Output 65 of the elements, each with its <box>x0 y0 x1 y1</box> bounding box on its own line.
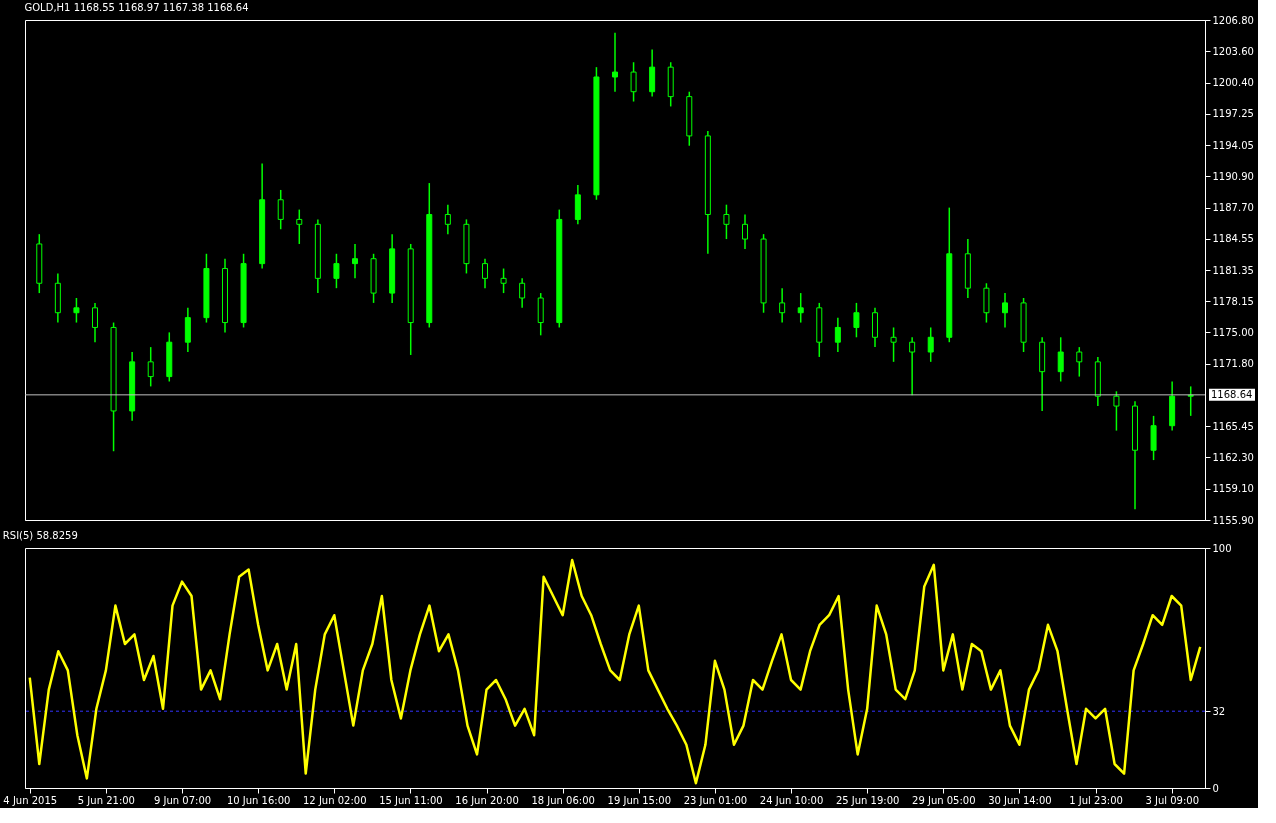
chart-title: GOLD,H1 1168.55 1168.97 1167.38 1168.64 <box>24 2 249 13</box>
candlestick <box>927 326 934 363</box>
candlestick <box>890 326 897 363</box>
y-tick-label: 32 <box>1212 705 1226 717</box>
candlestick <box>779 287 786 324</box>
candlestick <box>723 203 730 240</box>
candlestick <box>797 292 804 324</box>
candlestick <box>853 302 860 339</box>
x-tick-label: 24 Jun 10:00 <box>759 794 824 806</box>
candlestick <box>92 302 98 343</box>
candlestick <box>1002 292 1008 329</box>
candlestick <box>1057 336 1064 383</box>
chart-title: RSI(5) 58.8259 <box>2 530 78 541</box>
y-tick-label: 1187.70 <box>1212 202 1254 214</box>
candlestick <box>333 253 340 289</box>
candlestick <box>444 203 451 235</box>
candlestick <box>482 257 488 289</box>
y-tick-label: 1165.45 <box>1212 420 1254 432</box>
candlestick <box>909 336 916 396</box>
candlestick <box>500 267 507 294</box>
x-tick-label: 3 Jul 09:00 <box>1145 794 1199 806</box>
x-tick-label: 9 Jun 07:00 <box>153 794 212 806</box>
y-tick-label: 1206.80 <box>1212 14 1254 26</box>
y-tick-label: 1159.10 <box>1212 483 1254 495</box>
x-tick-label: 1 Jul 23:00 <box>1069 794 1123 806</box>
y-tick-label: 1184.55 <box>1212 233 1254 245</box>
candlestick <box>1076 346 1083 378</box>
x-tick-label: 25 Jun 19:00 <box>835 794 900 806</box>
x-tick-label: 18 Jun 06:00 <box>531 794 595 806</box>
x-tick-label: 19 Jun 15:00 <box>607 794 672 806</box>
candlestick <box>742 213 748 250</box>
y-tick-label: 1194.05 <box>1212 139 1254 151</box>
y-tick-label: 0 <box>1212 782 1219 794</box>
line-series <box>28 558 1202 785</box>
x-tick-label: 15 Jun 11:00 <box>379 794 443 806</box>
x-tick-label: 16 Jun 20:00 <box>455 794 519 806</box>
y-tick-label: 100 <box>1212 542 1232 554</box>
x-tick-label: 23 Jun 01:00 <box>683 794 748 806</box>
y-tick-label: 1171.80 <box>1212 358 1254 370</box>
x-tick-label: 30 Jun 14:00 <box>988 794 1052 806</box>
y-tick-label: 1190.90 <box>1212 170 1254 182</box>
candlestick <box>630 61 637 103</box>
candlestick <box>277 189 284 230</box>
candlestick <box>352 243 358 280</box>
candlestick <box>296 208 303 245</box>
candlestick <box>1113 390 1120 432</box>
y-tick-label: 1155.90 <box>1212 514 1254 526</box>
candlestick <box>73 297 80 324</box>
ref-line-label: 1168.64 <box>1211 388 1253 400</box>
y-tick-label: 1200.40 <box>1212 77 1254 89</box>
x-tick-label: 4 Jun 2015 <box>3 794 58 806</box>
x-tick-label: 12 Jun 02:00 <box>303 794 367 806</box>
x-tick-label: 29 Jun 05:00 <box>912 794 976 806</box>
y-tick-label: 1197.25 <box>1212 108 1254 120</box>
candlestick <box>834 316 841 353</box>
y-tick-label: 1178.15 <box>1212 295 1254 307</box>
y-tick-label: 1175.00 <box>1212 326 1254 338</box>
x-tick-label: 5 Jun 21:00 <box>77 794 135 806</box>
y-tick-label: 1181.35 <box>1212 264 1254 276</box>
y-tick-label: 1162.30 <box>1212 451 1254 463</box>
x-tick-label: 10 Jun 16:00 <box>226 794 291 806</box>
y-tick-label: 1203.60 <box>1212 45 1254 57</box>
candlestick <box>519 277 526 309</box>
candlestick <box>147 346 154 388</box>
candlestick <box>612 32 618 93</box>
